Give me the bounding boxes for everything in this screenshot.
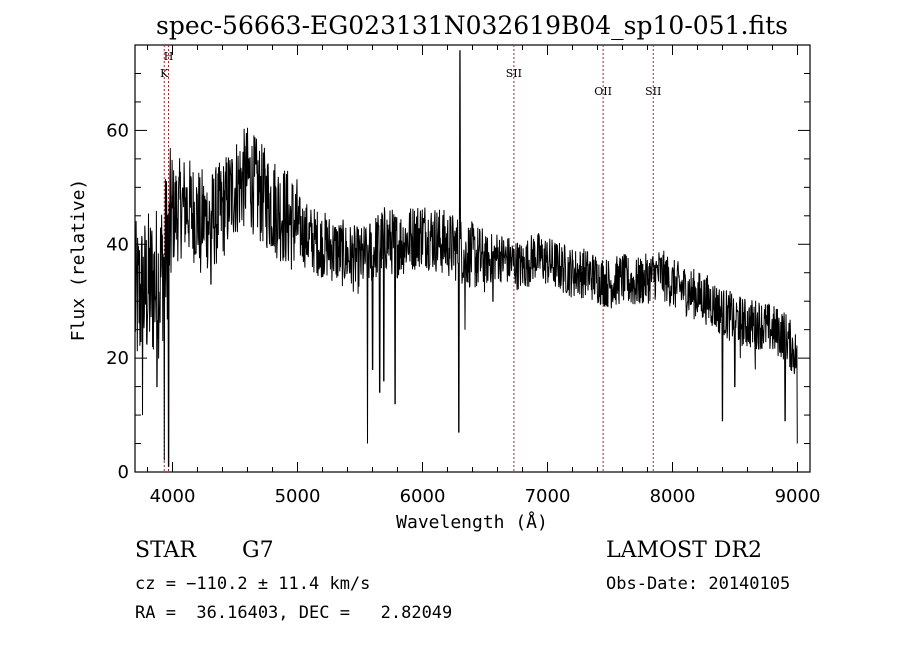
obs-date: Obs-Date: 20140105 — [606, 574, 791, 594]
y-tick-label: 20 — [106, 348, 129, 369]
spectral-line-label: H — [164, 50, 174, 63]
x-tick-label: 9000 — [775, 486, 821, 507]
spectrum-trace — [134, 50, 798, 467]
survey-label: LAMOST DR2 — [606, 538, 762, 563]
redshift-cz: cz = −110.2 ± 11.4 km/s — [135, 574, 371, 594]
spectral-line-label: SII — [645, 85, 661, 98]
spectral-line-label: SII — [506, 67, 522, 80]
spectral-line-label: K — [160, 67, 169, 80]
object-class: STAR — [135, 538, 196, 563]
x-axis-label: Wavelength (Å) — [396, 511, 548, 533]
spectral-line-label: OII — [594, 85, 612, 98]
plot-frame — [134, 44, 811, 473]
object-subclass: G7 — [242, 538, 274, 563]
y-axis-label: Flux (relative) — [68, 179, 89, 342]
chart-title: spec-56663-EG023131N032619B04_sp10-051.f… — [156, 11, 788, 40]
x-tick-label: 4000 — [150, 486, 196, 507]
coordinates: RA = 36.16403, DEC = 2.82049 — [135, 603, 453, 623]
y-tick-label: 0 — [118, 462, 129, 483]
x-tick-label: 7000 — [525, 486, 571, 507]
x-tick-label: 5000 — [275, 486, 321, 507]
x-tick-label: 6000 — [400, 486, 446, 507]
x-tick-label: 8000 — [650, 486, 696, 507]
y-tick-label: 40 — [106, 234, 129, 255]
y-tick-label: 60 — [106, 120, 129, 141]
